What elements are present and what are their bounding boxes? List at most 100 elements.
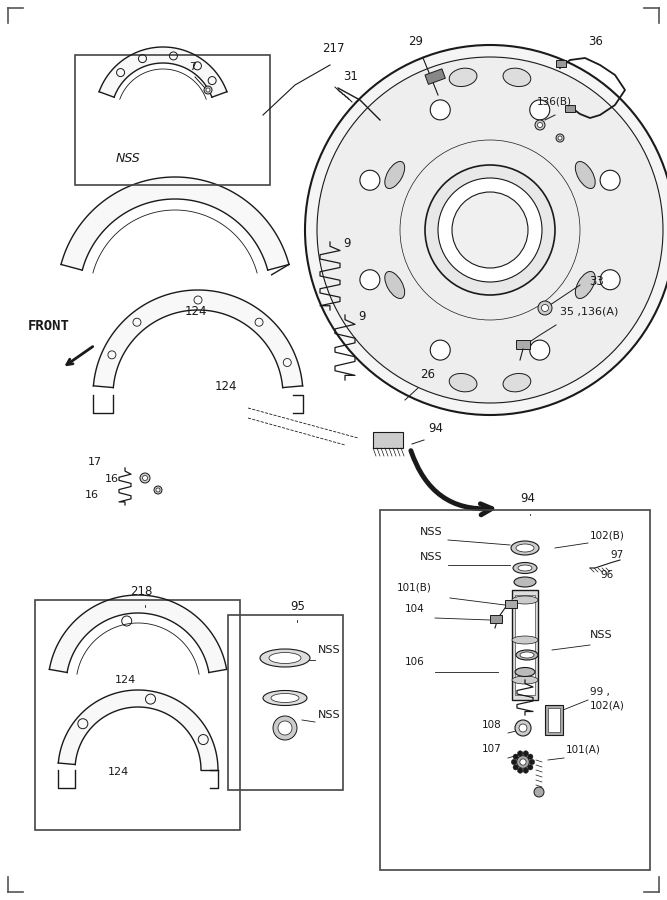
Circle shape bbox=[518, 751, 523, 756]
Text: 124: 124 bbox=[108, 767, 129, 777]
Text: 16: 16 bbox=[85, 490, 99, 500]
Bar bbox=[565, 105, 575, 112]
Text: FRONT: FRONT bbox=[28, 319, 70, 333]
Text: 124: 124 bbox=[215, 380, 237, 393]
Circle shape bbox=[530, 760, 535, 765]
Ellipse shape bbox=[576, 272, 595, 299]
Bar bbox=[425, 68, 446, 85]
Circle shape bbox=[452, 192, 528, 268]
Polygon shape bbox=[99, 47, 227, 97]
Text: 9: 9 bbox=[358, 310, 366, 323]
Text: NSS: NSS bbox=[420, 527, 443, 537]
Circle shape bbox=[513, 765, 518, 770]
Text: 96: 96 bbox=[600, 570, 613, 580]
Ellipse shape bbox=[385, 161, 405, 188]
Text: 26: 26 bbox=[420, 368, 435, 381]
Text: 102(A): 102(A) bbox=[590, 700, 625, 710]
Text: 217: 217 bbox=[322, 42, 344, 55]
Ellipse shape bbox=[263, 690, 307, 706]
Circle shape bbox=[517, 756, 530, 769]
Text: 218: 218 bbox=[130, 585, 152, 598]
Circle shape bbox=[515, 720, 531, 736]
Circle shape bbox=[523, 768, 528, 773]
Text: 101(B): 101(B) bbox=[397, 582, 432, 592]
Circle shape bbox=[360, 170, 380, 190]
Bar bbox=[516, 340, 530, 349]
Text: 108: 108 bbox=[482, 720, 502, 730]
Bar bbox=[35, 600, 240, 830]
Bar bbox=[548, 708, 560, 732]
Circle shape bbox=[542, 304, 548, 311]
Circle shape bbox=[520, 759, 526, 765]
Text: 7: 7 bbox=[189, 62, 196, 72]
Circle shape bbox=[305, 45, 667, 415]
Bar bbox=[556, 60, 566, 67]
Circle shape bbox=[512, 760, 517, 765]
Text: 35 ,136(A): 35 ,136(A) bbox=[560, 307, 618, 317]
Circle shape bbox=[278, 721, 292, 735]
Ellipse shape bbox=[516, 650, 538, 660]
Text: NSS: NSS bbox=[116, 152, 141, 165]
Text: 9: 9 bbox=[343, 237, 350, 250]
Circle shape bbox=[534, 787, 544, 797]
Circle shape bbox=[156, 488, 160, 492]
Ellipse shape bbox=[503, 374, 531, 392]
Polygon shape bbox=[58, 690, 218, 770]
Text: NSS: NSS bbox=[318, 710, 341, 720]
Ellipse shape bbox=[576, 161, 595, 188]
Ellipse shape bbox=[518, 565, 532, 571]
Polygon shape bbox=[61, 177, 289, 270]
Bar bbox=[75, 55, 270, 185]
Text: 136(B): 136(B) bbox=[537, 97, 572, 107]
Circle shape bbox=[518, 768, 523, 773]
Circle shape bbox=[558, 136, 562, 140]
Text: 104: 104 bbox=[405, 604, 425, 614]
Text: 97: 97 bbox=[610, 550, 623, 560]
Circle shape bbox=[556, 134, 564, 142]
Text: 95: 95 bbox=[290, 600, 305, 613]
Ellipse shape bbox=[520, 652, 534, 658]
Ellipse shape bbox=[511, 541, 539, 555]
Ellipse shape bbox=[260, 649, 310, 667]
Circle shape bbox=[430, 340, 450, 360]
Ellipse shape bbox=[449, 68, 477, 86]
Circle shape bbox=[140, 473, 150, 483]
Ellipse shape bbox=[516, 544, 534, 552]
Ellipse shape bbox=[271, 694, 299, 703]
Circle shape bbox=[528, 765, 533, 770]
Circle shape bbox=[538, 122, 542, 128]
Text: 29: 29 bbox=[408, 35, 423, 48]
Text: 16: 16 bbox=[105, 474, 119, 484]
Ellipse shape bbox=[514, 577, 536, 587]
Circle shape bbox=[530, 340, 550, 360]
Circle shape bbox=[530, 100, 550, 120]
Circle shape bbox=[430, 100, 450, 120]
Text: 99 ,: 99 , bbox=[590, 687, 610, 697]
Ellipse shape bbox=[385, 272, 405, 299]
Text: NSS: NSS bbox=[318, 645, 341, 655]
Circle shape bbox=[528, 754, 533, 760]
Circle shape bbox=[538, 301, 552, 315]
Circle shape bbox=[523, 751, 528, 756]
Text: 94: 94 bbox=[520, 492, 535, 505]
Text: 33: 33 bbox=[589, 275, 604, 288]
Text: 102(B): 102(B) bbox=[590, 530, 625, 540]
Circle shape bbox=[513, 754, 518, 760]
Circle shape bbox=[535, 120, 545, 130]
Bar bbox=[545, 705, 563, 735]
Text: 94: 94 bbox=[428, 422, 443, 435]
Circle shape bbox=[317, 57, 663, 403]
Circle shape bbox=[273, 716, 297, 740]
Text: 106: 106 bbox=[405, 657, 425, 667]
Text: NSS: NSS bbox=[590, 630, 612, 640]
Text: 101(A): 101(A) bbox=[566, 744, 601, 754]
Text: 31: 31 bbox=[343, 70, 358, 83]
Circle shape bbox=[154, 486, 162, 494]
Ellipse shape bbox=[512, 596, 538, 604]
Text: 107: 107 bbox=[482, 744, 502, 754]
Bar bbox=[512, 590, 538, 700]
Circle shape bbox=[143, 475, 147, 481]
Ellipse shape bbox=[513, 562, 537, 573]
Bar bbox=[490, 615, 502, 623]
Ellipse shape bbox=[269, 652, 301, 663]
